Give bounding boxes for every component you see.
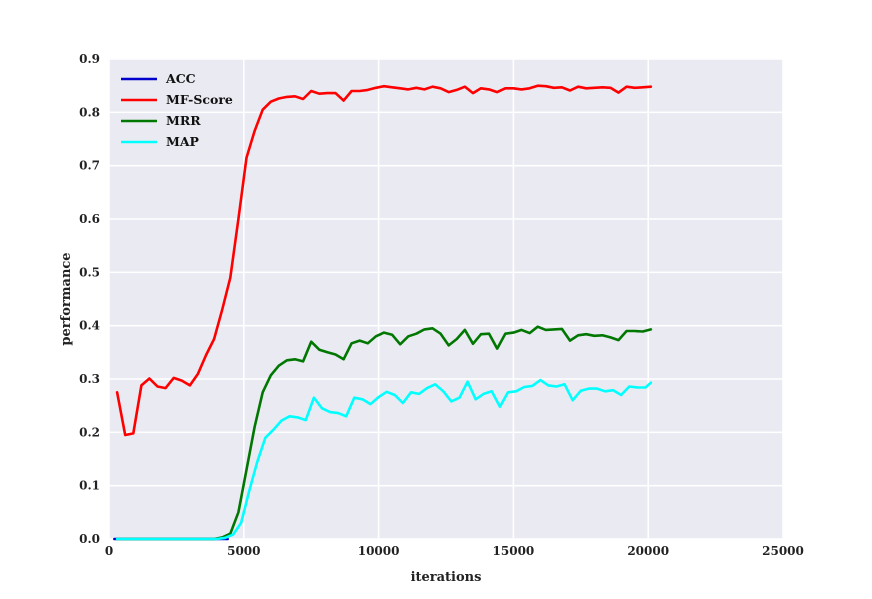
- legend-entry: MRR: [121, 113, 201, 128]
- legend-entry: ACC: [121, 71, 196, 86]
- y-axis-label: performance: [59, 252, 74, 345]
- y-tick-label: 0.0: [79, 532, 100, 546]
- y-tick-label: 0.2: [79, 425, 100, 439]
- grid: [108, 58, 784, 540]
- x-tick-label: 0: [105, 544, 113, 558]
- legend-entry: MAP: [121, 134, 200, 149]
- legend-label: MAP: [166, 134, 200, 149]
- series-layer: [113, 84, 653, 541]
- legend-label: MRR: [166, 113, 201, 128]
- legend: ACC MF-Score MRR MAP: [121, 71, 233, 149]
- legend-label: ACC: [165, 71, 196, 86]
- series-line-map: [115, 378, 653, 541]
- y-tick-label: 0.4: [79, 319, 100, 333]
- y-tick-label: 0.6: [79, 212, 100, 226]
- x-axis: 0 5000 10000 15000 20000 25000: [105, 544, 804, 558]
- y-tick-label: 0.7: [79, 159, 100, 173]
- y-tick-label: 0.9: [79, 52, 100, 66]
- y-axis: 0.0 0.1 0.2 0.3 0.4 0.5 0.6 0.7 0.8 0.9: [79, 52, 100, 546]
- legend-entry: MF-Score: [121, 92, 233, 107]
- series-line-mrr: [115, 325, 653, 541]
- x-tick-label: 15000: [493, 544, 535, 558]
- x-tick-label: 10000: [358, 544, 400, 558]
- y-tick-label: 0.5: [79, 265, 100, 279]
- legend-label: MF-Score: [166, 92, 233, 107]
- x-axis-label: iterations: [411, 570, 482, 585]
- y-tick-label: 0.8: [79, 105, 100, 119]
- y-tick-label: 0.3: [79, 372, 100, 386]
- series-line-mf-score: [115, 84, 653, 437]
- x-tick-label: 20000: [627, 544, 669, 558]
- x-tick-label: 25000: [762, 544, 804, 558]
- plot-background: [109, 59, 783, 539]
- y-tick-label: 0.1: [79, 479, 100, 493]
- x-tick-label: 5000: [227, 544, 260, 558]
